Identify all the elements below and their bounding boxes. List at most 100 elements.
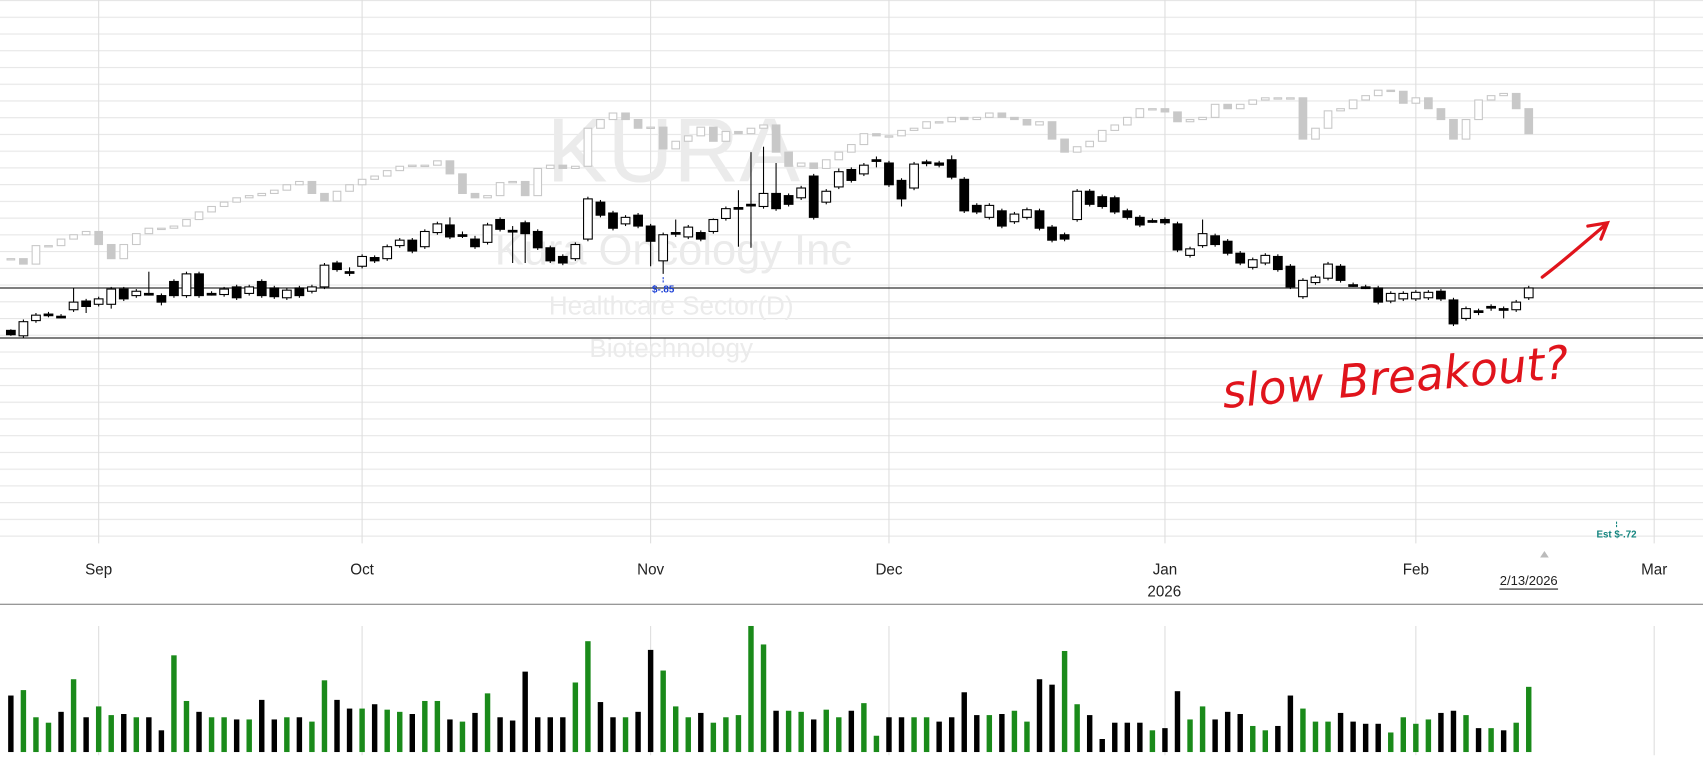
overlay-candle bbox=[947, 116, 957, 123]
candle-body bbox=[457, 234, 468, 237]
overlay-candle bbox=[44, 245, 53, 248]
volume-bar bbox=[597, 702, 604, 753]
overlay-candle bbox=[1298, 97, 1308, 140]
volume-bar bbox=[1036, 679, 1043, 753]
overlay-candle bbox=[94, 230, 104, 246]
overlay-candle bbox=[458, 173, 467, 194]
overlay-candle bbox=[169, 225, 179, 229]
volume-bar bbox=[409, 714, 415, 753]
candle-body bbox=[821, 190, 832, 203]
candle-body bbox=[921, 161, 932, 165]
candle-body bbox=[1134, 216, 1145, 226]
overlay-candle bbox=[269, 189, 279, 194]
overlay-candle bbox=[897, 129, 906, 137]
volume-bar bbox=[810, 719, 817, 753]
candle-body bbox=[43, 313, 54, 317]
overlay-candle bbox=[433, 160, 442, 166]
candle-body bbox=[1160, 218, 1170, 224]
volume-bar bbox=[1187, 719, 1193, 753]
candle-body bbox=[131, 290, 142, 297]
volume-bar bbox=[660, 670, 666, 753]
overlay-candle bbox=[520, 180, 530, 197]
candle-body bbox=[984, 204, 995, 218]
overlay-candle bbox=[345, 184, 354, 192]
candle-body bbox=[545, 247, 556, 262]
overlay-candle bbox=[1336, 108, 1345, 112]
volume-bar bbox=[1174, 691, 1181, 753]
volume-bar bbox=[585, 641, 591, 753]
overlay-candle bbox=[533, 167, 543, 197]
overlay-candle bbox=[809, 162, 819, 169]
volume-bar bbox=[284, 717, 290, 753]
volume-bar bbox=[760, 644, 767, 753]
watermark-sector: Healthcare Sector(D) bbox=[549, 290, 794, 320]
overlay-candle bbox=[984, 112, 994, 118]
x-tick-label: Nov bbox=[637, 562, 664, 579]
candle-body bbox=[1285, 265, 1296, 288]
candle-body bbox=[106, 288, 117, 305]
year-label: 2026 bbox=[1147, 583, 1181, 600]
candle-body bbox=[1298, 279, 1308, 298]
candle-body bbox=[269, 287, 280, 298]
volume-bar bbox=[873, 735, 880, 753]
overlay-candle bbox=[821, 159, 831, 169]
candle-body bbox=[1197, 233, 1208, 247]
volume-bar bbox=[723, 717, 729, 753]
candle-body bbox=[256, 280, 267, 297]
overlay-candle bbox=[759, 124, 768, 129]
volume-bar bbox=[183, 700, 190, 753]
candle-body bbox=[871, 159, 882, 162]
volume-bar bbox=[1275, 725, 1281, 753]
candle-body bbox=[808, 175, 819, 218]
candle-body bbox=[833, 171, 844, 188]
candle-body bbox=[1272, 255, 1283, 271]
candle-body bbox=[369, 257, 380, 262]
x-tick-label: Oct bbox=[350, 562, 374, 579]
overlay-candle bbox=[709, 126, 718, 142]
candle-body bbox=[1260, 254, 1271, 264]
candle-body bbox=[570, 243, 581, 260]
overlay-candle bbox=[846, 143, 856, 153]
candle-body bbox=[68, 301, 79, 311]
candle-body bbox=[721, 208, 731, 219]
overlay-candle bbox=[633, 119, 643, 129]
overlay-candle bbox=[646, 126, 655, 129]
volume-bar bbox=[647, 649, 654, 753]
volume-bar bbox=[1526, 686, 1532, 753]
overlay-candle bbox=[131, 233, 141, 246]
candle-body bbox=[56, 315, 66, 319]
overlay-candle bbox=[1398, 90, 1408, 104]
candle-body bbox=[219, 288, 230, 296]
candle-body bbox=[1147, 220, 1158, 223]
candle-body bbox=[708, 218, 719, 233]
candle-body bbox=[206, 292, 217, 296]
overlay-candle bbox=[796, 162, 806, 167]
overlay-candle bbox=[1260, 97, 1270, 101]
candle-body bbox=[1084, 190, 1095, 205]
volume-bar bbox=[146, 717, 152, 753]
candle-body bbox=[1222, 240, 1233, 254]
candle-body bbox=[143, 292, 154, 296]
date-marker bbox=[1540, 550, 1549, 558]
overlay-candle bbox=[144, 227, 154, 235]
volume-bar bbox=[698, 712, 704, 753]
overlay-candle bbox=[1135, 108, 1145, 118]
candle-body bbox=[846, 168, 857, 181]
volume-bar bbox=[1137, 722, 1143, 753]
overlay-candle bbox=[1373, 89, 1383, 97]
candle-body bbox=[909, 163, 919, 189]
overlay-candle bbox=[1122, 116, 1132, 126]
overlay-candle bbox=[1198, 116, 1207, 121]
volume-bar bbox=[1425, 719, 1432, 753]
volume-bar bbox=[1250, 725, 1256, 753]
candle-body bbox=[1247, 259, 1258, 268]
date-label: 2/13/2026 bbox=[1500, 573, 1558, 588]
volume-bar bbox=[58, 711, 64, 753]
overlay-candle bbox=[1348, 99, 1358, 110]
candle-body bbox=[1373, 287, 1384, 303]
overlay-candle bbox=[1524, 108, 1534, 135]
earnings-label: $-.85 bbox=[652, 285, 675, 296]
overlay-candle bbox=[571, 165, 580, 169]
candle-body bbox=[1009, 213, 1020, 223]
candle-body bbox=[407, 239, 418, 252]
